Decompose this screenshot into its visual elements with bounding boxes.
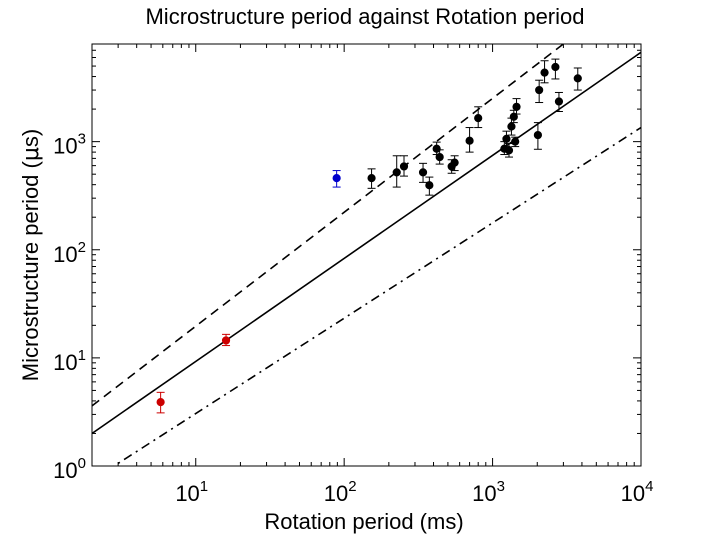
point-marker — [221, 336, 231, 345]
y-tick-label: 100 — [53, 455, 86, 483]
data-point — [221, 333, 231, 347]
point-marker — [418, 168, 428, 177]
data-point — [332, 170, 341, 188]
y-tick-label: 102 — [53, 239, 86, 267]
chart-title: Microstructure period against Rotation p… — [145, 4, 584, 29]
point-marker — [332, 174, 341, 183]
data-point — [392, 155, 401, 188]
x-tick-label: 103 — [472, 478, 505, 506]
point-marker — [511, 137, 520, 146]
point-marker — [474, 114, 483, 123]
data-point — [450, 155, 459, 172]
point-marker — [432, 144, 441, 153]
point-marker — [156, 397, 165, 407]
point-marker — [399, 162, 409, 171]
point-marker — [392, 168, 401, 177]
point-marker — [573, 74, 582, 83]
data-points — [156, 58, 582, 414]
data-point — [435, 149, 444, 165]
data-point — [573, 67, 582, 91]
reference-line-dashdot — [112, 126, 641, 466]
y-axis-label: Microstructure period (μs) — [18, 129, 44, 381]
point-marker — [554, 97, 564, 106]
reference-line-solid — [92, 51, 641, 435]
point-marker — [450, 158, 459, 167]
point-marker — [465, 136, 474, 145]
data-point — [504, 143, 514, 158]
reference-line-dashed — [92, 44, 564, 407]
data-point — [551, 58, 560, 80]
x-axis-label: Rotation period (ms) — [264, 509, 463, 534]
point-marker — [509, 112, 518, 121]
y-axis-label-prefix: Microstructure period ( — [18, 160, 43, 381]
y-tick-label: 101 — [53, 347, 86, 375]
point-marker — [507, 122, 516, 131]
x-tick-label: 101 — [175, 478, 208, 506]
tick-labels: 101 102 103 104 100 101 102 103 — [53, 131, 653, 506]
y-tick-label: 103 — [53, 131, 86, 159]
point-marker — [367, 174, 376, 183]
x-tick-label: 104 — [621, 478, 654, 506]
y-axis-label-mu: μ — [19, 147, 44, 161]
point-marker — [533, 130, 543, 140]
data-point — [533, 122, 543, 150]
point-marker — [512, 102, 521, 111]
data-point — [540, 60, 549, 84]
data-point — [156, 391, 165, 414]
data-point — [509, 109, 518, 124]
data-point — [512, 98, 521, 115]
point-marker — [502, 134, 511, 144]
point-marker — [425, 181, 434, 190]
data-point — [554, 91, 564, 113]
data-point — [465, 127, 474, 153]
point-marker — [540, 68, 549, 77]
point-marker — [551, 62, 560, 72]
point-marker — [435, 152, 444, 162]
x-tick-label: 102 — [324, 478, 357, 506]
point-marker — [535, 85, 544, 95]
data-point — [474, 106, 483, 129]
data-point — [399, 155, 409, 177]
reference-lines — [92, 44, 641, 466]
point-marker — [504, 146, 514, 155]
data-point — [418, 162, 428, 183]
data-point — [535, 79, 544, 104]
data-point — [425, 176, 434, 196]
data-point — [511, 136, 520, 148]
axis-ticks — [91, 43, 642, 467]
y-axis-label-suffix: s) — [18, 129, 43, 147]
data-point — [367, 168, 376, 189]
